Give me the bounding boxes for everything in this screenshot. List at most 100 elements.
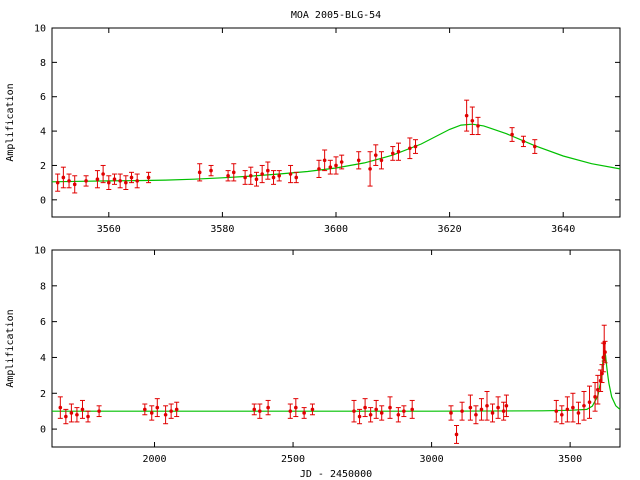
y-tick-label: 2 [40, 161, 46, 172]
data-point [243, 175, 247, 180]
x-tick-label: 3560 [97, 224, 121, 235]
data-point [368, 167, 372, 171]
data-point [576, 411, 581, 415]
data-point [294, 405, 298, 410]
data-point [84, 179, 88, 183]
data-point [587, 400, 592, 405]
plot-frame-2 [51, 249, 621, 448]
data-point [135, 179, 139, 183]
data-point [402, 409, 406, 413]
data-point [174, 407, 179, 412]
x-tick-label: 3500 [558, 454, 582, 465]
data-point [476, 124, 480, 128]
data-point [277, 173, 282, 178]
data-point [396, 412, 401, 417]
data-point [86, 414, 90, 419]
y-axis-label: Amplification [5, 83, 16, 161]
data-point [504, 404, 509, 408]
data-point [58, 405, 63, 410]
data-point [288, 172, 293, 176]
data-point [479, 407, 484, 412]
data-point [146, 175, 151, 180]
data-point [600, 371, 604, 376]
data-point [603, 350, 607, 354]
plot-frame-1 [51, 27, 621, 218]
data-point [356, 158, 361, 163]
data-point [454, 432, 459, 437]
x-tick-label: 3640 [551, 224, 575, 235]
data-point [410, 407, 414, 412]
data-point [254, 177, 259, 181]
data-point [231, 170, 236, 175]
data-point [510, 132, 514, 137]
data-point [95, 177, 100, 181]
data-point [533, 144, 537, 149]
x-tick-label: 2500 [281, 454, 305, 465]
data-point [209, 168, 213, 173]
data-point [373, 153, 378, 157]
data-point [252, 407, 257, 412]
data-point [124, 180, 128, 185]
data-point [379, 411, 384, 415]
y-tick-label: 8 [40, 58, 46, 69]
data-point [582, 404, 586, 408]
data-point [310, 407, 315, 412]
data-point [357, 414, 362, 419]
data-point [322, 158, 327, 163]
y-axis-label: Amplification [5, 309, 16, 387]
data-point [149, 411, 154, 415]
x-axis-label: JD - 2450000 [300, 469, 372, 480]
data-point [368, 412, 373, 417]
data-point [67, 179, 71, 183]
data-point [468, 405, 473, 410]
y-tick-label: 6 [40, 92, 46, 103]
model-curve [51, 123, 621, 183]
data-point [169, 409, 173, 413]
x-tick-label: 2000 [142, 454, 166, 465]
data-point [69, 411, 74, 415]
data-point [334, 163, 338, 168]
data-point [339, 160, 344, 164]
y-tick-label: 6 [40, 317, 46, 328]
data-point [163, 412, 168, 417]
data-point [80, 407, 85, 412]
data-point [413, 144, 418, 149]
data-point [64, 414, 68, 419]
y-tick-label: 8 [40, 281, 46, 292]
data-point [374, 407, 378, 412]
data-point [470, 118, 475, 123]
data-point [485, 404, 489, 408]
data-point [554, 409, 559, 413]
data-point [474, 412, 478, 417]
model-curve [52, 350, 621, 412]
data-point [388, 405, 392, 410]
data-point [107, 180, 111, 185]
data-point [460, 409, 464, 413]
data-point [61, 175, 66, 180]
data-point [501, 409, 506, 413]
x-tick-label: 3580 [210, 224, 234, 235]
data-point [112, 177, 117, 181]
data-point [593, 395, 597, 399]
data-point [288, 409, 293, 413]
data-point [379, 158, 384, 163]
data-point [565, 407, 570, 412]
data-point [266, 168, 270, 173]
data-point [75, 412, 79, 417]
chart-title: MOA 2005-BLG-54 [291, 10, 381, 21]
data-point [449, 411, 453, 415]
data-point [396, 149, 401, 154]
y-tick-label: 10 [34, 246, 46, 257]
data-point [72, 182, 77, 187]
data-point [464, 113, 469, 118]
data-point [596, 387, 600, 392]
data-point [266, 405, 270, 410]
data-point [391, 151, 395, 156]
data-point [97, 409, 101, 413]
data-point [249, 173, 253, 178]
data-point [55, 180, 60, 185]
y-tick-label: 2 [40, 389, 46, 400]
data-point [294, 175, 299, 180]
